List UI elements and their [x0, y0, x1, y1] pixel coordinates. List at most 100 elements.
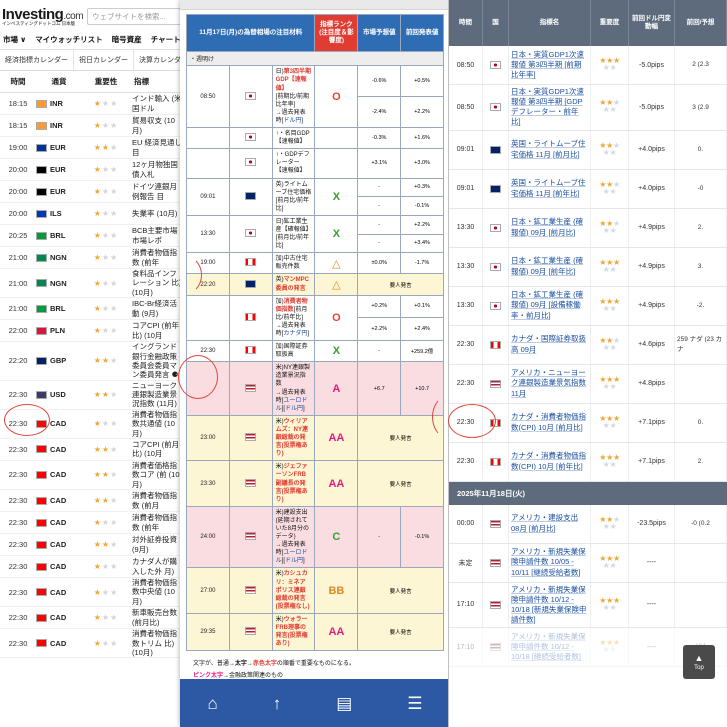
investing-sub-nav[interactable]: 経済指標カレンダー 祝日カレンダー 決算カレンダー 為 [0, 50, 185, 71]
indicator-name-link[interactable]: 日本・実質GDP1次速報値 第3四半期 [前期比年率] [509, 46, 591, 84]
event-name[interactable]: 貿易収支 (10月) [132, 116, 175, 135]
table-row[interactable]: 22:30 USD ★★★ ニューヨーク連銀製造業景況指数 (11月) [0, 381, 185, 410]
table-row[interactable]: 21:00 NGN ★★★ 消費者物価指数 (前年 [0, 247, 185, 269]
indicator-name-link[interactable]: 日本・実質GDP1次速報値 第3四半期 [GDPデフレーター・前年比] [509, 85, 591, 130]
nav-item-1[interactable]: マイウォッチリスト [35, 35, 103, 44]
table-row[interactable]: 13:30 日本・鉱工業生産 (確報値) 09月 [前年比] ★★★ ★★ +4.9pi… [449, 247, 727, 287]
calculator-icon[interactable]: ▤ [336, 693, 353, 713]
nav-item-3[interactable]: チャート [150, 35, 181, 44]
up-arrow-icon[interactable]: ↑ [272, 693, 282, 713]
investing-main-nav[interactable]: 市場 ∨ マイウォッチリスト 暗号資産 チャート ニ [0, 30, 185, 50]
table-row[interactable]: 22:30 カナダ・国際証券取扱高 09月 ★★★ ★★ +4.6pips 259 ナダ … [449, 325, 727, 365]
fx-table-row[interactable]: 29:35 米)ウォラーFRB理事の発言(投票権あり) AA 要人発言 [186, 612, 444, 652]
event-name[interactable]: BCB主要市場市場レポ [132, 226, 178, 245]
indicator-name-link[interactable]: 日本・鉱工業生産 (確報値) 09月 [前月比] [509, 208, 591, 247]
table-row[interactable]: 22:30 アメリカ・ニューヨーク連銀製造業景気指数 11月 ★★★ ★★ +4.8pi… [449, 364, 727, 404]
table-row[interactable]: 22:30 CAD ★★★ 新車販売台数 (前月比) [0, 607, 185, 630]
indicator-name-link[interactable]: カナダ・消費者物価指数(CPI) 10月 [前月比] [509, 403, 591, 442]
fx-table-row[interactable]: 24:00 米)建設支出 (延期されていた8月分のデータ) →過去発表時[ユーロドル… [186, 505, 444, 569]
table-row[interactable]: 13:30 日本・鉱工業生産 (確報値) 09月 [設備稼働率・前月比] ★★★ ★★… [449, 286, 727, 326]
table-row[interactable]: 17:10 アメリカ・新規失業保険申請件数 10/12 - 10/18 [継続受給… [449, 628, 727, 667]
table-row[interactable]: 22:30 CAD ★★★ 消費者物価指数トリム 比) (10月) [0, 629, 185, 659]
subnav-item-2[interactable]: 決算カレンダー [134, 50, 185, 70]
table-row[interactable]: 未定 アメリカ・新規失業保険申請件数 10/05 - 10/11 [継続受給者数]… [449, 543, 727, 583]
event-name[interactable]: 消費者物価指数トリム 比) (10月) [132, 629, 177, 657]
event-name[interactable]: 新車販売台数 (前月比) [132, 608, 177, 627]
fx-table-row[interactable]: 23:30 米)ジェファーソンFRB副議長の発言(投票権あり) AA 要人発言 [186, 460, 444, 507]
indicator-name-link[interactable]: カナダ・国際証券取扱高 09月 [509, 325, 591, 364]
fx-table-row[interactable]: 米)NY連銀製造業景況指数 →過去発表時[ユーロドル][ドル円] A +6.7 +10.… [186, 361, 444, 416]
indicator-name-link[interactable]: アメリカ・建設支出 08月 [前月比] [509, 504, 591, 543]
event-name[interactable]: 失業率 (10月) [132, 208, 178, 218]
fx-table-row[interactable]: - +3.4% [187, 233, 444, 254]
event-name[interactable]: 対外証券投資 (9月) [132, 535, 177, 554]
home-icon[interactable]: ⌂ [207, 693, 218, 713]
table-row[interactable]: 20:25 BRL ★★★ BCB主要市場市場レポ [0, 225, 185, 247]
scroll-to-top-button[interactable]: ▲ Top [683, 645, 715, 679]
table-row[interactable]: 22:30 CAD ★★★ コアCPI (前月比) (10月 [0, 439, 185, 461]
event-name[interactable]: ドイツ連銀月例報告 目 [132, 182, 177, 201]
indicator-name-link[interactable]: 英国・ライトムーブ住宅価格 11月 [前月比] [509, 130, 591, 169]
fx-table-row[interactable]: 27:00 米)カシュカリ：ミネアポリス連銀総裁の発言(投票権なし) BB 要人発言 [186, 567, 444, 614]
fx-table-row[interactable]: 22:20 英)マンMPC委員の発言 △ 要人発言 [186, 273, 444, 296]
fx-focus-table-panel[interactable]: 11月17日(月)の為替相場の注目材料 指標ランク (注目度＆影響度) 市場予想… [180, 0, 450, 727]
table-row[interactable]: 13:30 日本・鉱工業生産 (確報値) 09月 [前月比] ★★★ ★★ +4.9pi… [449, 208, 727, 248]
table-row[interactable]: 09:01 英国・ライトムーブ住宅価格 11月 [前年比] ★★★ ★★ +4.0pip… [449, 169, 727, 209]
event-name[interactable]: 消費者価格指数コア (前 (10月) [132, 460, 180, 489]
event-name[interactable]: コアCPI (前年比) (10月 [132, 321, 180, 340]
table-row[interactable]: 22:30 CAD ★★★ 対外証券投資 (9月) [0, 534, 185, 556]
table-row[interactable]: 20:00 ILS ★★★ 失業率 (10月) [0, 203, 185, 225]
fx-table-row[interactable]: 09:01 英)ライトムーブ住宅価格 [前月比/前年比] X - +0.3% [186, 177, 444, 216]
table-row[interactable]: 22:30 CAD ★★★ 消費者物価指数中央値 (10月) [0, 578, 185, 608]
event-name[interactable]: IBC-Br経済活動 (9月) [132, 299, 177, 318]
event-name[interactable]: 消費者物価指数共通値 (10月) [132, 409, 177, 438]
gaitame-row-list[interactable]: 08:50 日本・実質GDP1次速報値 第3四半期 [前期比年率] ★★★ ★★ -5.… [449, 46, 727, 667]
fx-table-row[interactable]: 22:30 加)国際証券取扱高 X - +259.2億 [186, 340, 444, 363]
investing-logo[interactable]: Investing.com インベスティングドットコム 日本版 [2, 6, 84, 27]
table-row[interactable]: 09:01 英国・ライトムーブ住宅価格 11月 [前月比] ★★★ ★★ +4.0pip… [449, 130, 727, 170]
table-row[interactable]: 22:30 カナダ・消費者物価指数(CPI) 10月 [前月比] ★★★ ★★ +7.1… [449, 403, 727, 443]
event-name[interactable]: 消費者物価指数 (前年 [132, 513, 177, 532]
table-row[interactable]: 18:15 INR ★★★ 貿易収支 (10月) [0, 115, 185, 137]
table-row[interactable]: 20:00 EUR ★★★ ドイツ連銀月例報告 目 [0, 181, 185, 203]
indicator-name-link[interactable]: アメリカ・ニューヨーク連銀製造業景気指数 11月 [509, 364, 591, 403]
fx-table-row[interactable]: 23:00 米)ウィリアムズ：NY連銀総裁の発言(投票権あり) AA 要人発言 [186, 414, 444, 462]
table-row[interactable]: 22:30 CAD ★★★ 消費者物価指数 (前月 [0, 490, 185, 512]
event-name[interactable]: カナダ人が購入した外 月) [132, 557, 177, 576]
search-input[interactable]: ウェブサイトを検索... [87, 7, 181, 25]
indicator-name-link[interactable]: アメリカ・新規失業保険申請件数 10/05 - 10/11 [継続受給者数] [509, 543, 591, 582]
table-row[interactable]: 22:30 カナダ・消費者物価指数(CPI) 10月 [前年比] ★★★ ★★ +7.1… [449, 442, 727, 482]
nav-item-2[interactable]: 暗号資産 [111, 35, 142, 44]
event-name[interactable]: 消費者物価指数中央値 (10月) [132, 578, 177, 606]
fx-table-row[interactable]: +2.2% +2.4% [187, 317, 444, 342]
event-name[interactable]: 食料品インフレーション 比) (10月) [132, 269, 182, 297]
table-row[interactable]: 21:00 NGN ★★★ 食料品インフレーション 比) (10月) [0, 269, 185, 299]
fx-table-row[interactable]: ↑・GDPデフレーター【速報値】 +3.1% +3.0% [186, 148, 444, 179]
fx-table-row[interactable]: 加)消費者物価指数[前月比/前年比] →過去発表時[カナダ円] O +0.2% +0.1… [186, 294, 444, 342]
gaitame-calendar-panel[interactable]: 時間 国 指標名 重要度 前回ドル円変動幅 前回/予想 08:50 日本・実質GD… [448, 0, 727, 727]
indicator-name-link[interactable]: アメリカ・新規失業保険申請件数 10/12 - 10/18 [新規失業保険申請件… [509, 582, 591, 627]
table-row[interactable]: 21:00 BRL ★★★ IBC-Br経済活動 (9月) [0, 298, 185, 321]
event-name[interactable]: コアCPI (前月比) (10月 [132, 440, 180, 459]
table-row[interactable]: 20:00 EUR ★★★ 12ヶ月物独国債入札 [0, 159, 185, 181]
event-name[interactable]: インド輸入 (米国ドル [132, 94, 182, 113]
fx-table-row[interactable]: 19:00 加)中古住宅販売件数 △ ±0.0% -1.7% [186, 252, 444, 275]
table-row[interactable]: 22:30 CAD ★★★ 消費者価格指数コア (前 (10月) [0, 461, 185, 490]
event-name[interactable]: EU 経済見通し 目 [132, 138, 183, 157]
mobile-bottom-nav[interactable]: ⌂ ↑ ▤ ☰ [180, 679, 450, 727]
table-row[interactable]: 22:30 CAD ★★★ カナダ人が購入した外 月) [0, 556, 185, 578]
indicator-name-link[interactable]: 日本・鉱工業生産 (確報値) 09月 [前年比] [509, 247, 591, 286]
subnav-item-0[interactable]: 経済指標カレンダー [0, 50, 74, 70]
indicator-name-link[interactable]: アメリカ・新規失業保険申請件数 10/12 - 10/18 [継続受給者数] [509, 628, 591, 666]
indicator-name-link[interactable]: 日本・鉱工業生産 (確報値) 09月 [設備稼働率・前月比] [509, 286, 591, 325]
table-row[interactable]: 18:15 INR ★★★ インド輸入 (米国ドル [0, 93, 185, 115]
event-name[interactable]: 12ヶ月物独国債入札 [132, 160, 178, 179]
fx-table-row[interactable]: 13:30 日)鉱工業生産【確報値】 [前月比/前年比] X - +2.2% [186, 214, 444, 254]
investing-row-list[interactable]: 18:15 INR ★★★ インド輸入 (米国ドル 18:15 INR ★★★ 貿易収支 (1… [0, 93, 185, 659]
table-row[interactable]: 08:50 日本・実質GDP1次速報値 第3四半期 [前期比年率] ★★★ ★★ -5.… [449, 46, 727, 85]
nav-item-0[interactable]: 市場 ∨ [3, 35, 27, 44]
fx-table-row[interactable]: ↑・名目GDP【速報値】 -0.3% +1.6% [186, 127, 444, 150]
indicator-name-link[interactable]: カナダ・消費者物価指数(CPI) 10月 [前年比] [509, 442, 591, 481]
fx-table-row[interactable]: -2.4% +2.2% [187, 96, 444, 129]
event-name[interactable]: イングランド銀行金融政策委員会委員マン委員発言 ⚈ [132, 342, 179, 380]
